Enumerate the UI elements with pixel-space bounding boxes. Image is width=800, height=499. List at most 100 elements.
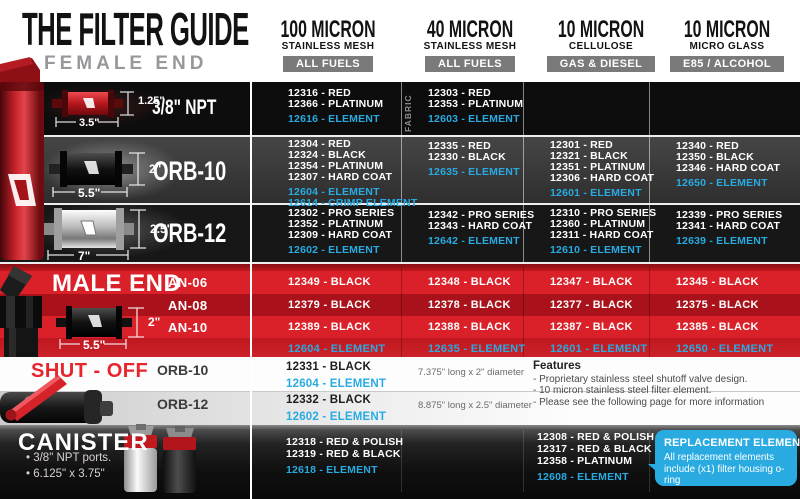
female-end-heading: FEMALE END: [44, 53, 208, 74]
column-divider: [401, 430, 402, 492]
row-label-orb12: ORB-12: [153, 218, 227, 248]
callout-body: All replacement elements include (x1) fi…: [664, 452, 785, 486]
column-micron: 10 MICRON: [683, 16, 771, 43]
column-header-100-micron: 100 MICRON STAINLESS MESH ALL FUELS: [243, 16, 413, 72]
part-number: 12387 - BLACK: [550, 321, 633, 333]
column-header-40-micron: 40 MICRON STAINLESS MESH ALL FUELS: [385, 16, 555, 72]
dim-height-label: 1.25": [138, 95, 165, 107]
element-part-number: 12650 - ELEMENT: [676, 177, 768, 189]
column-divider: [649, 82, 650, 263]
shutoff-valve-image: [0, 375, 113, 424]
dim-height-label: 2": [148, 315, 160, 329]
element-part-number: 12642 - ELEMENT: [428, 235, 520, 247]
row-divider: [0, 202, 800, 205]
cell-orb12-microglass: 12339 - PRO SERIES 12341 - HARD COAT 12639…: [676, 210, 782, 247]
dim-length-label: 5.5": [83, 338, 105, 352]
cell-canister-cellulose: 12308 - RED & POLISH 12317 - RED & BLACK 1…: [537, 431, 654, 483]
row-divider: [0, 261, 800, 264]
part-number: 12378 - BLACK: [428, 299, 511, 311]
dim-length-label: 7": [78, 249, 90, 262]
part-number: 12377 - BLACK: [550, 299, 633, 311]
element-part-number: 12602 - ELEMENT: [286, 410, 387, 423]
part-number: 12350 - BLACK: [676, 151, 754, 163]
male-end-heading: MALE END: [52, 270, 182, 297]
column-divider: [523, 82, 524, 263]
part-number: 12330 - BLACK: [428, 151, 506, 163]
part-number: 12348 - BLACK: [428, 276, 511, 288]
row-band-shutoff-orb12: [0, 391, 800, 425]
element-part-number: 12639 - ELEMENT: [676, 235, 768, 247]
panel-divider: [250, 82, 252, 499]
column-divider: [401, 82, 402, 263]
part-number: 12319 - RED & BLACK: [286, 448, 401, 460]
part-number: 12335 - RED: [428, 140, 491, 152]
column-media: STAINLESS MESH: [423, 41, 517, 52]
row-band-npt: [0, 82, 800, 136]
fuel-type-badge: ALL FUELS: [425, 56, 515, 72]
row-label-orb10: ORB-10: [153, 156, 227, 186]
row-divider: [0, 134, 800, 137]
size-note-orb10: 7.375" long x 2" diameter: [418, 367, 525, 378]
element-part-number: 12608 - ELEMENT: [537, 471, 629, 483]
part-number: 12321 - BLACK: [550, 150, 628, 162]
part-number: 12388 - BLACK: [428, 321, 511, 333]
element-part-number: 12635 - ELEMENT: [428, 343, 526, 355]
canister-heading: CANISTER: [18, 429, 149, 456]
npt-filter-dimension-image: 1.25" 3.5": [52, 90, 165, 129]
column-divider: [523, 430, 524, 492]
fuel-type-badge: ALL FUELS: [283, 56, 373, 72]
cell-orb12-40micron: 12342 - PRO SERIES 12343 - HARD COAT 12642…: [428, 210, 534, 247]
part-number: 12331 - BLACK: [286, 361, 372, 373]
canister-bullet: • 6.125" x 3.75": [26, 468, 105, 480]
column-header-10-micron-cellulose: 10 MICRON CELLULOSE GAS & DIESEL: [516, 18, 686, 72]
part-number: 12341 - HARD COAT: [676, 220, 781, 232]
part-number: - Please see the following page for more…: [533, 396, 765, 408]
part-number: 12343 - HARD COAT: [428, 220, 533, 232]
part-number: 12309 - HARD COAT: [288, 229, 393, 241]
part-number: 12352 - PLATINUM: [288, 218, 384, 230]
part-number: 12342 - PRO SERIES: [428, 209, 535, 221]
cell-npt-100micron: 12316 - RED 12366 - PLATINUM 12616 - ELEME…: [288, 88, 383, 125]
orb10-filter-dimension-image: 2" 5.5": [49, 151, 161, 200]
part-number: 12385 - BLACK: [676, 321, 759, 333]
column-micron: 100 MICRON: [280, 16, 376, 43]
cell-orb10-cellulose: 12301 - RED 12321 - BLACK 12351 - PLATINUM…: [550, 140, 654, 199]
part-number: 12349 - BLACK: [288, 276, 371, 288]
element-part-number: 12604 - ELEMENT: [288, 186, 380, 198]
part-number: 12351 - PLATINUM: [550, 161, 646, 173]
male-filter-dimension-image: 2" 5.5": [56, 306, 160, 352]
element-part-number: 12603 - ELEMENT: [428, 113, 520, 125]
element-part-number: 12614 - CRIMP ELEMENT: [288, 197, 418, 209]
row-label-shutoff-orb12: ORB-12: [157, 396, 209, 412]
callout-title: REPLACEMENT ELEMENTS: [664, 437, 800, 449]
part-number: 12317 - RED & BLACK: [537, 443, 652, 455]
row-band-shutoff-orb10: [0, 357, 800, 391]
part-number: 12358 - PLATINUM: [537, 455, 633, 467]
row-label-shutoff-orb10: ORB-10: [157, 362, 209, 378]
element-part-number: 12604 - ELEMENT: [286, 377, 387, 390]
cell-orb10-microglass: 12340 - RED 12350 - BLACK 12346 - HARD COA…: [676, 141, 780, 189]
column-divider: [649, 430, 650, 492]
row-label-an06: AN-06: [168, 275, 208, 290]
dim-length-label: 5.5": [78, 186, 100, 200]
section-band-male-end: [0, 263, 800, 357]
canister-images: [124, 424, 196, 493]
part-number: 12346 - HARD COAT: [676, 162, 781, 174]
part-number: 12324 - BLACK: [288, 149, 366, 161]
part-number: 12360 - PLATINUM: [550, 218, 646, 230]
part-number: 12375 - BLACK: [676, 299, 759, 311]
column-micron: 40 MICRON: [426, 16, 514, 43]
part-number: 12347 - BLACK: [550, 276, 633, 288]
part-number: 12306 - HARD COAT: [550, 172, 655, 184]
part-number: 12366 - PLATINUM: [288, 98, 384, 110]
part-number: 12311 - HARD COAT: [550, 229, 654, 241]
fuel-type-badge: E85 / ALCOHOL: [670, 56, 784, 72]
element-part-number: 12610 - ELEMENT: [550, 244, 642, 256]
part-number: 12389 - BLACK: [288, 321, 371, 333]
column-divider: [401, 267, 402, 357]
row-label-npt: 3/8" NPT: [152, 96, 217, 119]
cell-shutoff-orb10: 12331 - BLACK 12604 - ELEMENT: [286, 361, 386, 390]
dim-length-label: 3.5": [79, 117, 100, 129]
dim-height-label: 2": [149, 162, 161, 176]
